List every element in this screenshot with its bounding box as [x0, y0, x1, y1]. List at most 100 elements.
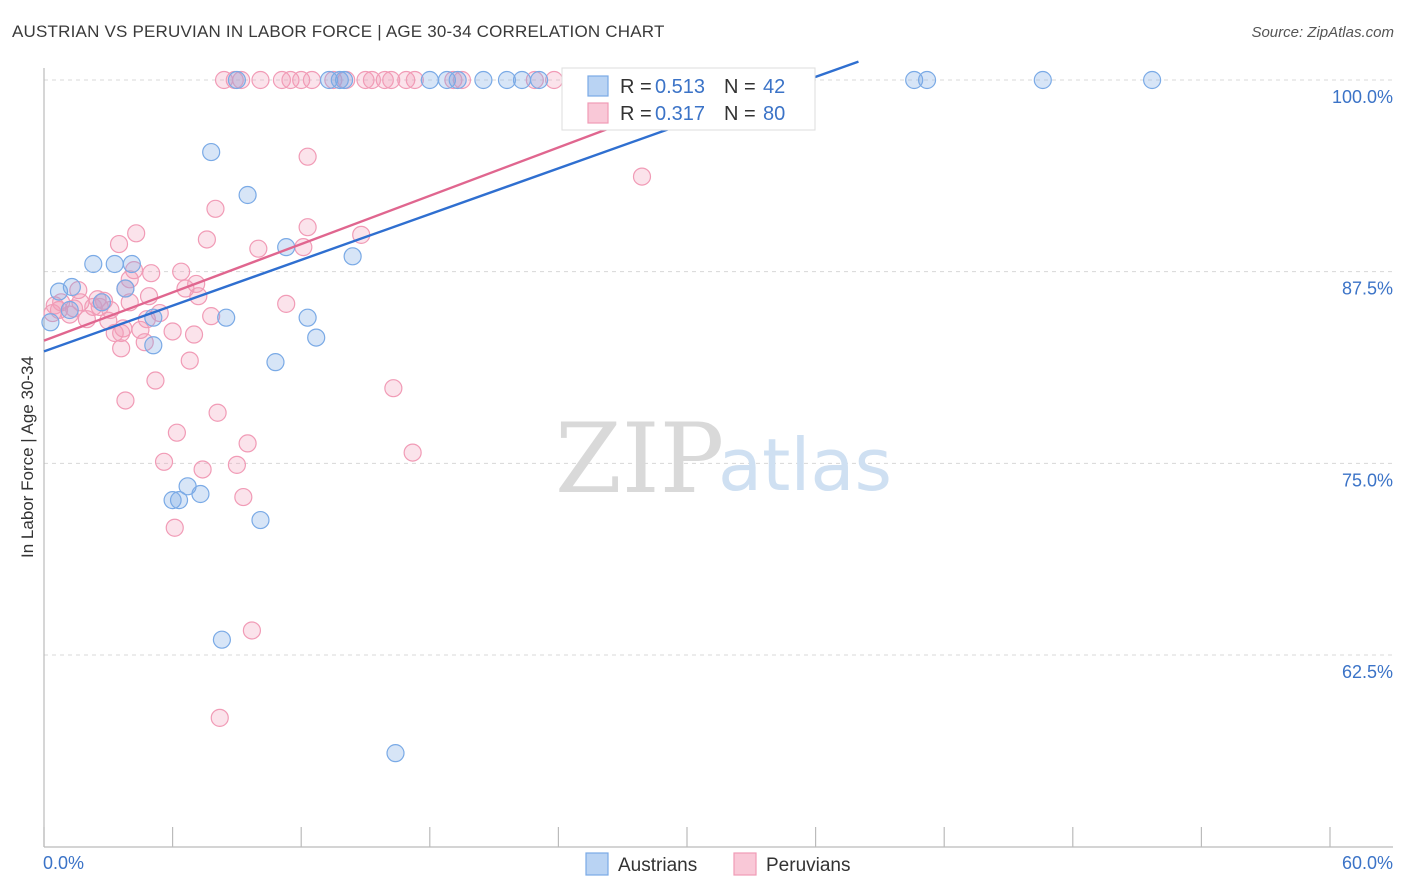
austrian-point [330, 70, 349, 90]
austrian-point [530, 70, 549, 90]
peruvian-point [109, 234, 129, 254]
austrian-point [266, 353, 285, 372]
peruvian-point [154, 452, 174, 471]
peruvian-point [302, 70, 322, 90]
y-tick-label: 75.0% [1342, 470, 1393, 490]
austrian-point [1033, 70, 1052, 90]
peruvian-point [163, 322, 182, 341]
austrian-point [41, 313, 60, 332]
peruvian-point [362, 70, 382, 90]
peruvian-point [193, 460, 212, 479]
austrian-point [420, 70, 439, 90]
austrian-point [497, 70, 517, 90]
austrian-point [905, 70, 924, 90]
x-tick-label-max: 60.0% [1342, 853, 1393, 873]
peruvian-point [232, 70, 251, 90]
peruvian-point [238, 434, 257, 453]
peruvian-point [206, 199, 225, 218]
peruvian-point [227, 455, 246, 474]
austrian-point [307, 328, 326, 347]
peruvian-point [375, 70, 394, 90]
austrian-point [212, 630, 231, 649]
source-label: Source: ZipAtlas.com [1251, 24, 1394, 41]
austrian-point [92, 293, 111, 312]
austrian-point [1143, 70, 1162, 90]
peruvian-point [184, 325, 204, 344]
peruvian-point [324, 70, 343, 90]
peruvian-point [180, 351, 199, 370]
austrian-point [60, 300, 79, 320]
legend-swatch-austrians [587, 75, 609, 97]
peruvian-point [242, 621, 262, 640]
austrian-point [217, 308, 236, 327]
austrian-point [343, 247, 362, 266]
legend-swatch-peruvians [587, 102, 609, 124]
x-tick-label-min: 0.0% [43, 853, 84, 873]
peruvian-point [382, 70, 401, 90]
austrian-point [238, 185, 257, 205]
peruvian-point [120, 270, 139, 289]
austrian-point [191, 484, 210, 504]
y-tick-label: 62.5% [1342, 662, 1393, 682]
austrian-point [448, 70, 467, 90]
peruvian-point [384, 379, 403, 398]
y-tick-labels: 62.5% 75.0% 87.5% 100.0% [1332, 87, 1393, 682]
y-tick-label: 100.0% [1332, 87, 1393, 107]
peruvian-point [165, 518, 184, 537]
austrian-point [169, 491, 189, 510]
peruvian-point [298, 147, 317, 166]
austrian-point [202, 142, 221, 162]
austrian-point [116, 279, 135, 298]
austrian-point [122, 254, 141, 274]
austrian-point [334, 70, 354, 90]
peruvian-point [525, 70, 544, 90]
legend-r-label-austrians: R = [620, 76, 652, 98]
gridlines [44, 79, 1393, 656]
austrian-point [386, 744, 405, 763]
bottom-legend-swatch-austrians [585, 852, 609, 876]
peruvian-point [146, 371, 165, 390]
peruvian-point [172, 262, 191, 281]
austrian-point [251, 510, 270, 530]
austrian-point [474, 70, 493, 90]
peruvian-point [452, 70, 472, 90]
series-legend: Austrians Peruvians [585, 852, 851, 876]
peruvian-point [632, 167, 652, 186]
peruvian-point [298, 218, 317, 237]
peruvian-point [116, 391, 135, 410]
peruvian-point [234, 487, 253, 507]
legend-r-value-peruvians: 0.317 [655, 103, 705, 125]
peruvian-point [142, 264, 161, 283]
legend-n-value-peruvians: 80 [763, 103, 785, 125]
austrian-point [62, 277, 81, 297]
chart-title: AUSTRIAN VS PERUVIAN IN LABOR FORCE | AG… [12, 22, 665, 41]
austrian-point [163, 491, 182, 510]
legend-n-label-austrians: N = [724, 76, 756, 98]
peruvian-point [356, 70, 375, 90]
bottom-legend-label-austrians: Austrians [618, 855, 697, 876]
peruvian-point [281, 70, 300, 90]
peruvian-point [167, 423, 186, 442]
peruvian-point [127, 224, 146, 243]
watermark-atlas: atlas [718, 423, 892, 507]
austrian-point [105, 254, 124, 274]
peruvian-point [210, 708, 229, 727]
axes [43, 68, 1393, 848]
austrian-point [84, 254, 103, 274]
legend-n-value-austrians: 42 [763, 76, 785, 98]
peruvian-point [208, 403, 227, 422]
peruvians-points [43, 70, 652, 727]
austrian-point [298, 308, 317, 327]
trendline-peruvians [43, 114, 645, 342]
y-tick-label: 87.5% [1342, 279, 1393, 299]
peruvian-point [403, 443, 422, 462]
watermark: ZIP atlas [555, 403, 892, 515]
bottom-legend-label-peruvians: Peruvians [766, 855, 851, 876]
legend-r-value-austrians: 0.513 [655, 76, 705, 98]
y-axis-title: In Labor Force | Age 30-34 [18, 356, 37, 558]
peruvian-point [112, 339, 131, 358]
austrian-point [512, 70, 532, 90]
watermark-zip: ZIP [555, 403, 724, 515]
legend-n-label-peruvians: N = [724, 103, 756, 125]
austrian-point [144, 336, 163, 355]
